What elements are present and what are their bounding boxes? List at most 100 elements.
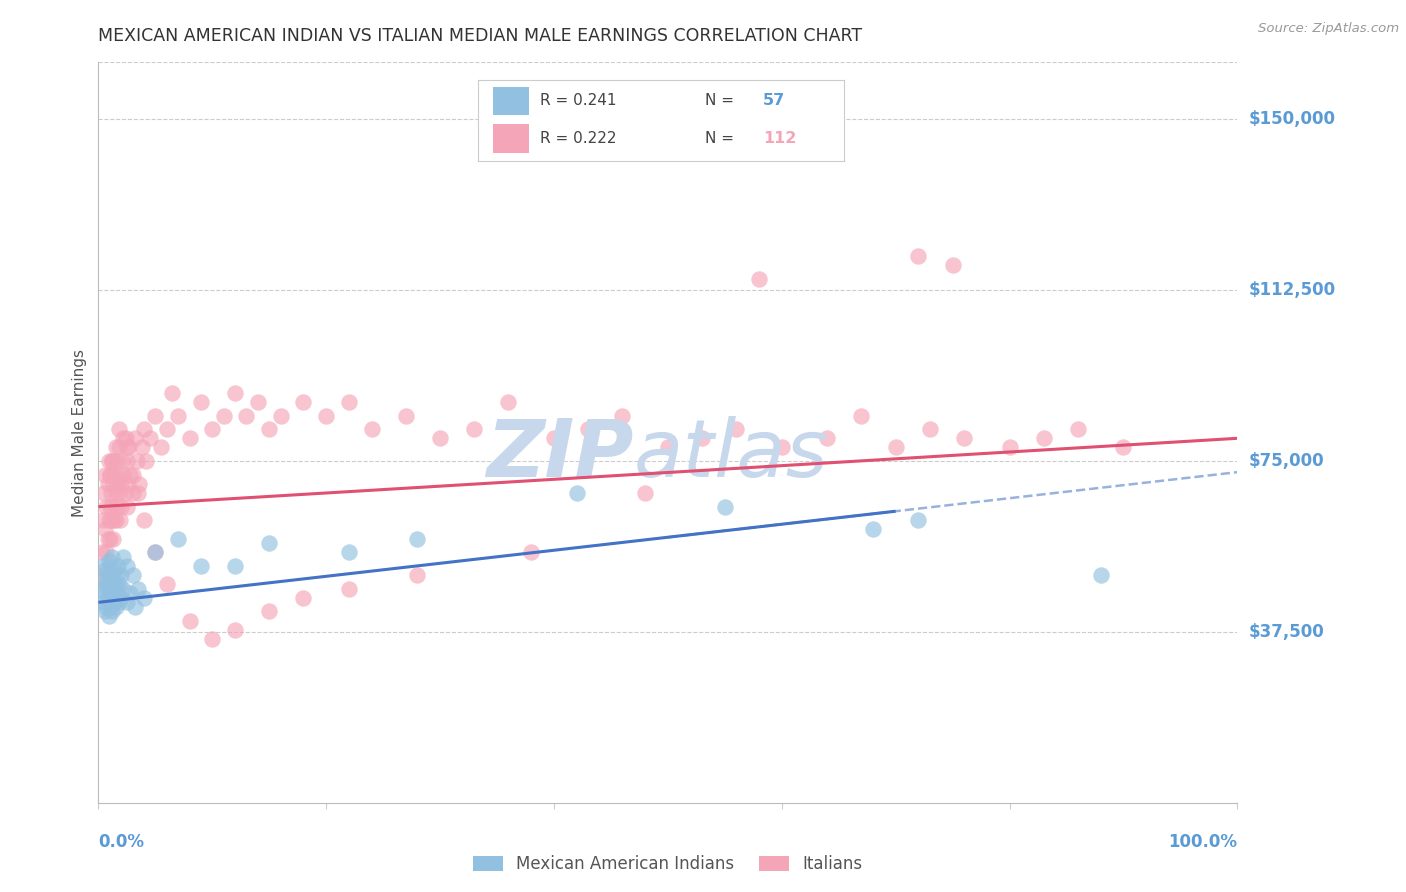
Point: [96, 500, 118, 514]
Point: [690, 431, 713, 445]
Point: [107, 558, 129, 573]
Point: [96, 568, 118, 582]
Point: [150, 441, 173, 455]
Point: [101, 604, 124, 618]
Point: [1032, 431, 1054, 445]
Point: [998, 441, 1021, 455]
Point: [91, 513, 114, 527]
Point: [103, 467, 125, 482]
Text: 100.0%: 100.0%: [1168, 833, 1237, 851]
Point: [337, 582, 360, 596]
Text: 57: 57: [763, 94, 786, 108]
Point: [770, 441, 793, 455]
Point: [121, 486, 143, 500]
Point: [104, 577, 127, 591]
Point: [97, 582, 120, 596]
Point: [110, 476, 132, 491]
Point: [97, 513, 120, 527]
Point: [98, 558, 121, 573]
Point: [103, 564, 125, 578]
Point: [101, 549, 124, 564]
Point: [270, 409, 292, 423]
Point: [360, 422, 382, 436]
Point: [201, 422, 224, 436]
Point: [127, 454, 149, 468]
Text: 112: 112: [763, 131, 797, 146]
Point: [90, 582, 112, 596]
Point: [145, 545, 167, 559]
Point: [657, 441, 679, 455]
Point: [115, 500, 138, 514]
Point: [98, 595, 121, 609]
Point: [101, 582, 124, 596]
Point: [98, 467, 121, 482]
Text: N =: N =: [704, 131, 738, 146]
Point: [108, 577, 131, 591]
Point: [118, 441, 141, 455]
Point: [96, 532, 118, 546]
Point: [96, 599, 118, 614]
Point: [315, 409, 337, 423]
Point: [634, 486, 657, 500]
Point: [395, 409, 418, 423]
Point: [224, 558, 246, 573]
Point: [132, 422, 155, 436]
Point: [179, 431, 201, 445]
Point: [884, 441, 907, 455]
Point: [127, 582, 149, 596]
Point: [108, 422, 131, 436]
Text: atlas: atlas: [634, 416, 828, 494]
Text: MEXICAN AMERICAN INDIAN VS ITALIAN MEDIAN MALE EARNINGS CORRELATION CHART: MEXICAN AMERICAN INDIAN VS ITALIAN MEDIA…: [98, 27, 862, 45]
Point: [97, 454, 120, 468]
Point: [576, 422, 599, 436]
Point: [212, 409, 235, 423]
Point: [110, 500, 132, 514]
Point: [815, 431, 838, 445]
Text: $75,000: $75,000: [1249, 452, 1324, 470]
Text: N =: N =: [704, 94, 738, 108]
Point: [93, 568, 115, 582]
Point: [93, 595, 115, 609]
Point: [97, 554, 120, 568]
Point: [96, 577, 118, 591]
Point: [135, 454, 157, 468]
Point: [98, 500, 121, 514]
Point: [167, 532, 190, 546]
Point: [96, 476, 118, 491]
Point: [103, 595, 125, 609]
Point: [127, 486, 149, 500]
Point: [1090, 568, 1112, 582]
Text: Source: ZipAtlas.com: Source: ZipAtlas.com: [1258, 22, 1399, 36]
Bar: [492, 125, 529, 153]
Point: [406, 568, 429, 582]
Point: [429, 431, 451, 445]
Point: [714, 500, 737, 514]
Point: [942, 258, 965, 272]
Point: [112, 467, 135, 482]
Point: [337, 545, 360, 559]
Point: [105, 586, 128, 600]
Point: [259, 604, 281, 618]
Point: [96, 591, 118, 605]
Point: [612, 409, 634, 423]
Point: [103, 513, 125, 527]
Point: [105, 568, 128, 582]
Point: [110, 591, 132, 605]
Point: [748, 272, 770, 286]
Point: [115, 595, 138, 609]
Point: [132, 513, 155, 527]
Point: [90, 545, 112, 559]
Point: [110, 568, 132, 582]
Point: [104, 599, 127, 614]
Point: [112, 431, 135, 445]
Point: [108, 441, 131, 455]
Point: [145, 409, 167, 423]
Point: [565, 486, 588, 500]
Point: [104, 486, 127, 500]
Point: [132, 591, 155, 605]
Point: [100, 599, 122, 614]
Y-axis label: Median Male Earnings: Median Male Earnings: [72, 349, 87, 516]
Point: [114, 431, 136, 445]
Point: [117, 476, 139, 491]
Point: [224, 385, 246, 400]
